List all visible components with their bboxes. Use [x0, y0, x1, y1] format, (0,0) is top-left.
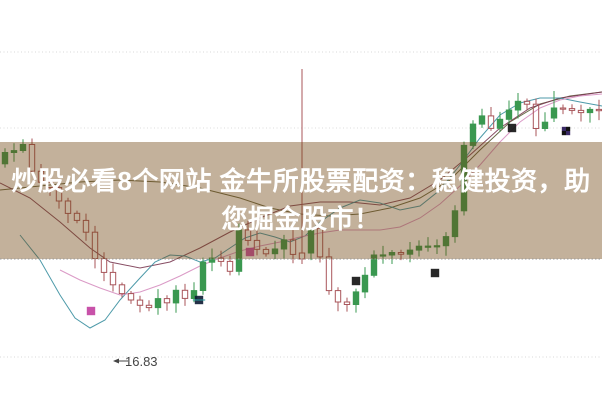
svg-text:16.83: 16.83 [125, 354, 158, 369]
